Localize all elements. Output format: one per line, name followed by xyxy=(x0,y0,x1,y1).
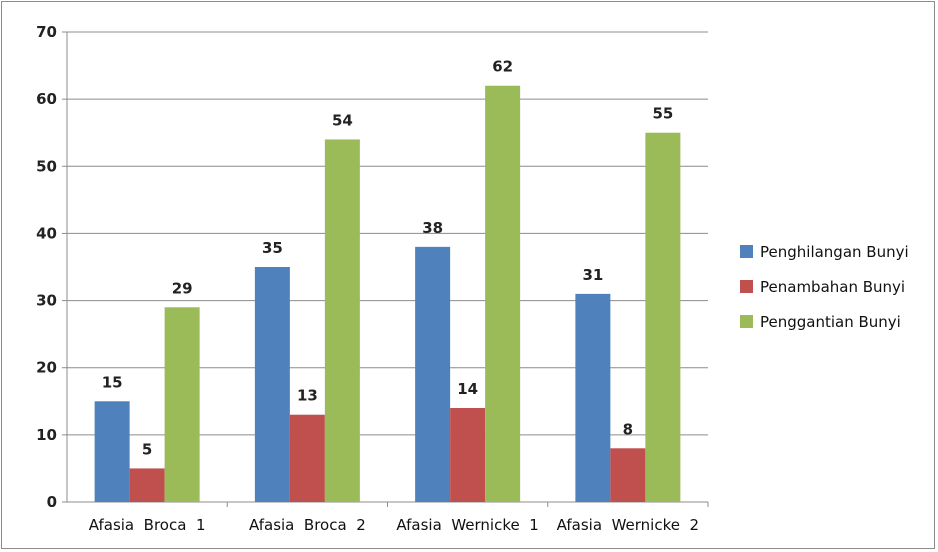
data-label: 38 xyxy=(422,219,443,237)
legend-item: Penggantian Bunyi xyxy=(740,304,909,339)
x-category-label: Afasia Broca 2 xyxy=(249,516,366,534)
x-category-label: Afasia Wernicke 1 xyxy=(396,516,538,534)
y-tick-label: 30 xyxy=(36,292,57,310)
data-label: 15 xyxy=(102,373,123,391)
legend-label: Penghilangan Bunyi xyxy=(760,242,909,261)
y-tick-label: 60 xyxy=(36,90,57,108)
bar xyxy=(94,401,130,502)
legend-swatch xyxy=(740,280,753,293)
legend-swatch xyxy=(740,315,753,328)
legend-label: Penambahan Bunyi xyxy=(760,277,906,296)
bar xyxy=(610,448,646,502)
y-tick-label: 0 xyxy=(47,493,57,511)
bar xyxy=(254,267,290,502)
data-label: 8 xyxy=(623,420,633,438)
data-label: 54 xyxy=(332,111,353,129)
data-label: 29 xyxy=(172,279,193,297)
bar xyxy=(289,414,325,502)
y-tick-label: 70 xyxy=(36,23,57,41)
data-label: 62 xyxy=(492,58,513,76)
legend-label: Penggantian Bunyi xyxy=(760,312,901,331)
bar xyxy=(575,293,611,502)
data-label: 31 xyxy=(582,266,603,284)
legend-item: Penambahan Bunyi xyxy=(740,269,909,304)
y-tick-label: 20 xyxy=(36,359,57,377)
bar xyxy=(415,246,451,502)
legend-item: Penghilangan Bunyi xyxy=(740,234,909,269)
data-label: 55 xyxy=(652,105,673,123)
bar xyxy=(164,307,200,502)
bar xyxy=(450,408,486,502)
data-label: 35 xyxy=(262,239,283,257)
bar xyxy=(645,132,681,502)
legend-swatch xyxy=(740,245,753,258)
x-category-label: Afasia Wernicke 2 xyxy=(557,516,699,534)
y-tick-label: 40 xyxy=(36,224,57,242)
data-label: 14 xyxy=(457,380,478,398)
data-label: 5 xyxy=(142,440,152,458)
bar xyxy=(129,468,165,502)
x-category-label: Afasia Broca 1 xyxy=(89,516,206,534)
legend: Penghilangan Bunyi Penambahan Bunyi Pengga… xyxy=(740,234,909,339)
y-tick-label: 50 xyxy=(36,157,57,175)
bar xyxy=(324,139,360,502)
bar xyxy=(485,85,521,502)
data-label: 13 xyxy=(297,387,318,405)
y-tick-label: 10 xyxy=(36,426,57,444)
